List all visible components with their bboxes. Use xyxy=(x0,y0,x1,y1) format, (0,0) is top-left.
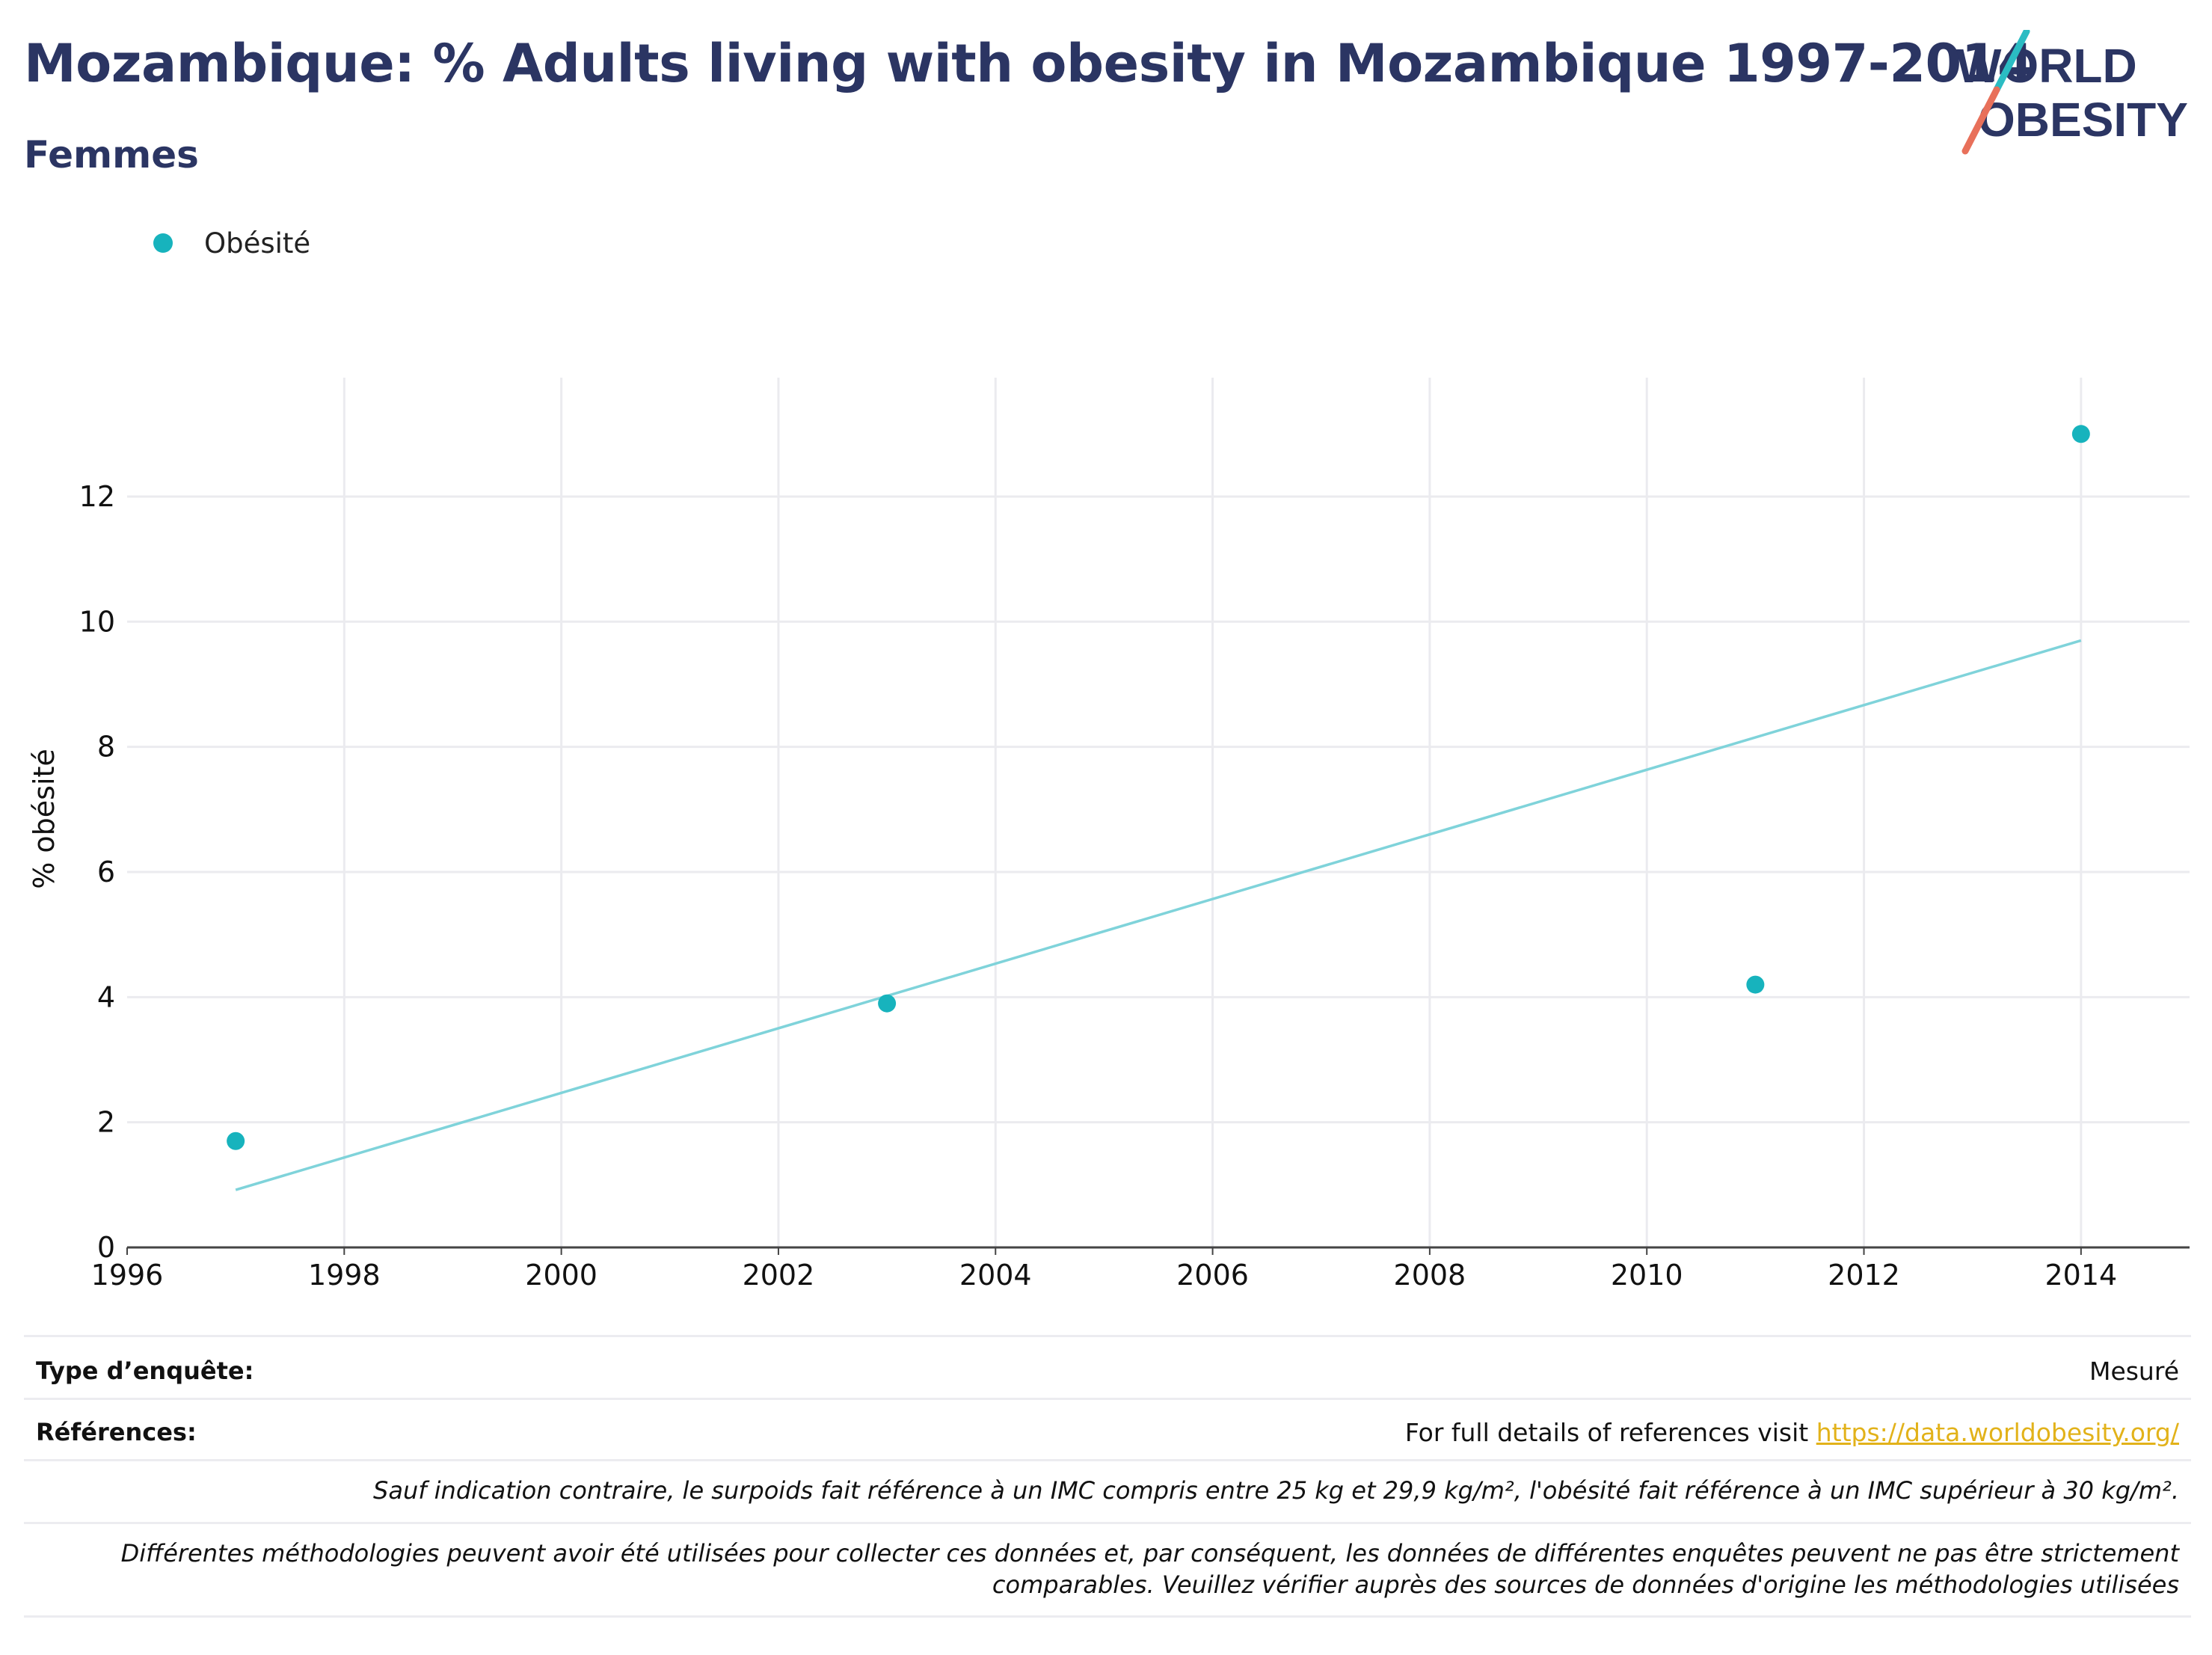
grid-lines xyxy=(127,378,2190,1247)
y-tick-label: 4 xyxy=(97,980,115,1013)
svg-text:WORLD: WORLD xyxy=(1956,39,2137,93)
x-tick-label: 2012 xyxy=(1828,1259,1900,1292)
x-tick-label: 1996 xyxy=(91,1259,164,1292)
trend-line xyxy=(235,639,2082,1191)
trend-line-group xyxy=(235,639,2082,1191)
y-tick-label: 6 xyxy=(97,856,115,888)
y-axis-label: % obésité xyxy=(28,749,61,889)
references-label: Références: xyxy=(36,1418,197,1446)
scatter-chart: 1996 1998 2000 2002 2004 2006 2008 2010 2012 2014… xyxy=(28,378,2190,1292)
svg-text:OBESITY: OBESITY xyxy=(1978,93,2188,147)
x-tick-label: 2006 xyxy=(1176,1259,1249,1292)
y-tick-label: 10 xyxy=(79,605,115,638)
x-tick-label: 2010 xyxy=(1611,1259,1683,1292)
footer-row-note-2: Différentes méthodologies peuvent avoir … xyxy=(24,1522,2191,1618)
survey-type-value: Mesuré xyxy=(2089,1357,2179,1386)
y-tick-label: 8 xyxy=(97,731,115,764)
survey-type-label: Type d’enquête: xyxy=(36,1357,254,1385)
footer-row-survey-type: Type d’enquête: Mesuré xyxy=(24,1335,2191,1398)
x-tick-label: 2014 xyxy=(2044,1259,2117,1292)
x-tick-label: 2008 xyxy=(1394,1259,1466,1292)
references-text: For full details of references visit htt… xyxy=(1405,1418,2179,1447)
methodology-note-line-1: Différentes méthodologies peuvent avoir … xyxy=(120,1539,2179,1568)
footer: Type d’enquête: Mesuré Références: For f… xyxy=(24,1335,2191,1634)
y-tick-label: 12 xyxy=(79,480,115,513)
data-points xyxy=(227,425,2090,1150)
footer-row-references: Références: For full details of referenc… xyxy=(24,1398,2191,1459)
references-prefix: For full details of references visit xyxy=(1404,1418,1816,1447)
footer-row-note-1: Sauf indication contraire, le surpoids f… xyxy=(24,1459,2191,1522)
legend-marker-obesite xyxy=(153,233,173,253)
references-link[interactable]: https://data.worldobesity.org/ xyxy=(1816,1418,2179,1447)
world-obesity-logo: WORLD OBESITY xyxy=(1956,30,2188,155)
methodology-note-line-2: comparables. Veuillez vérifier auprès de… xyxy=(992,1570,2179,1599)
x-tick-label: 2000 xyxy=(525,1259,597,1292)
page-title: Mozambique: % Adults living with obesity… xyxy=(24,33,2034,94)
data-point xyxy=(878,994,897,1013)
x-tick-label: 1998 xyxy=(308,1259,381,1292)
x-tick-label: 2004 xyxy=(959,1259,1032,1292)
axes: 1996 1998 2000 2002 2004 2006 2008 2010 2012 2014… xyxy=(79,480,2190,1292)
data-point xyxy=(2071,425,2090,443)
data-point xyxy=(1746,975,1765,994)
y-tick-label: 0 xyxy=(97,1231,115,1264)
bmi-definition-note: Sauf indication contraire, le surpoids f… xyxy=(373,1476,2179,1505)
y-tick-label: 2 xyxy=(97,1106,115,1139)
x-tick-label: 2002 xyxy=(743,1259,815,1292)
page-subtitle: Femmes xyxy=(24,133,199,176)
chart-legend: Obésité xyxy=(153,224,310,262)
data-point xyxy=(227,1132,245,1150)
legend-label-obesite: Obésité xyxy=(204,227,311,260)
